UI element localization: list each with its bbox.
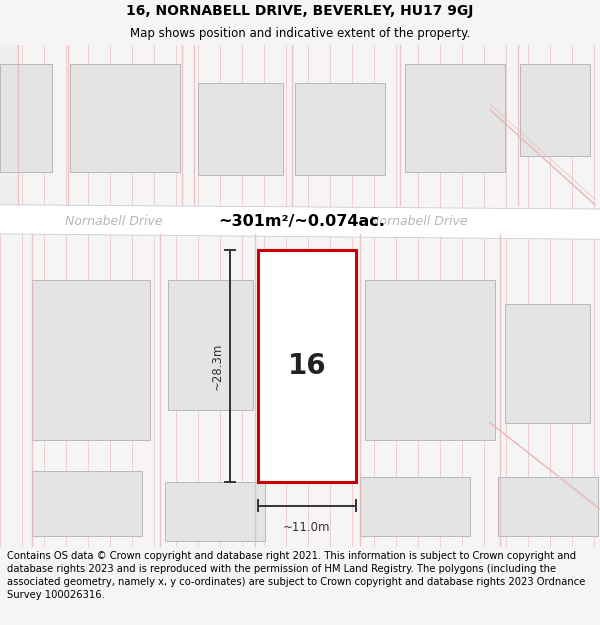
Text: Nornabell Drive: Nornabell Drive [370,215,467,228]
Bar [0,64,52,173]
Bar [32,280,150,440]
Bar [520,64,590,156]
Text: Nornabell Drive: Nornabell Drive [65,215,163,228]
Text: ~301m²/~0.074ac.: ~301m²/~0.074ac. [218,214,385,229]
Bar [360,477,470,536]
Bar [32,471,142,536]
Bar [365,280,495,440]
Text: 16: 16 [287,352,326,380]
Bar [168,280,253,410]
Bar [505,304,590,423]
Bar [498,477,598,536]
Text: ~11.0m: ~11.0m [283,521,331,534]
Bar [0,45,18,205]
Bar [70,64,180,173]
Text: Contains OS data © Crown copyright and database right 2021. This information is : Contains OS data © Crown copyright and d… [7,551,586,600]
Bar [198,82,283,174]
Text: ~28.3m: ~28.3m [211,342,223,390]
Polygon shape [0,205,600,239]
Bar [405,64,505,173]
Bar [165,482,265,541]
Text: Map shows position and indicative extent of the property.: Map shows position and indicative extent… [130,28,470,40]
Text: 16, NORNABELL DRIVE, BEVERLEY, HU17 9GJ: 16, NORNABELL DRIVE, BEVERLEY, HU17 9GJ [127,4,473,18]
Bar [295,82,385,174]
Bar [258,250,356,482]
